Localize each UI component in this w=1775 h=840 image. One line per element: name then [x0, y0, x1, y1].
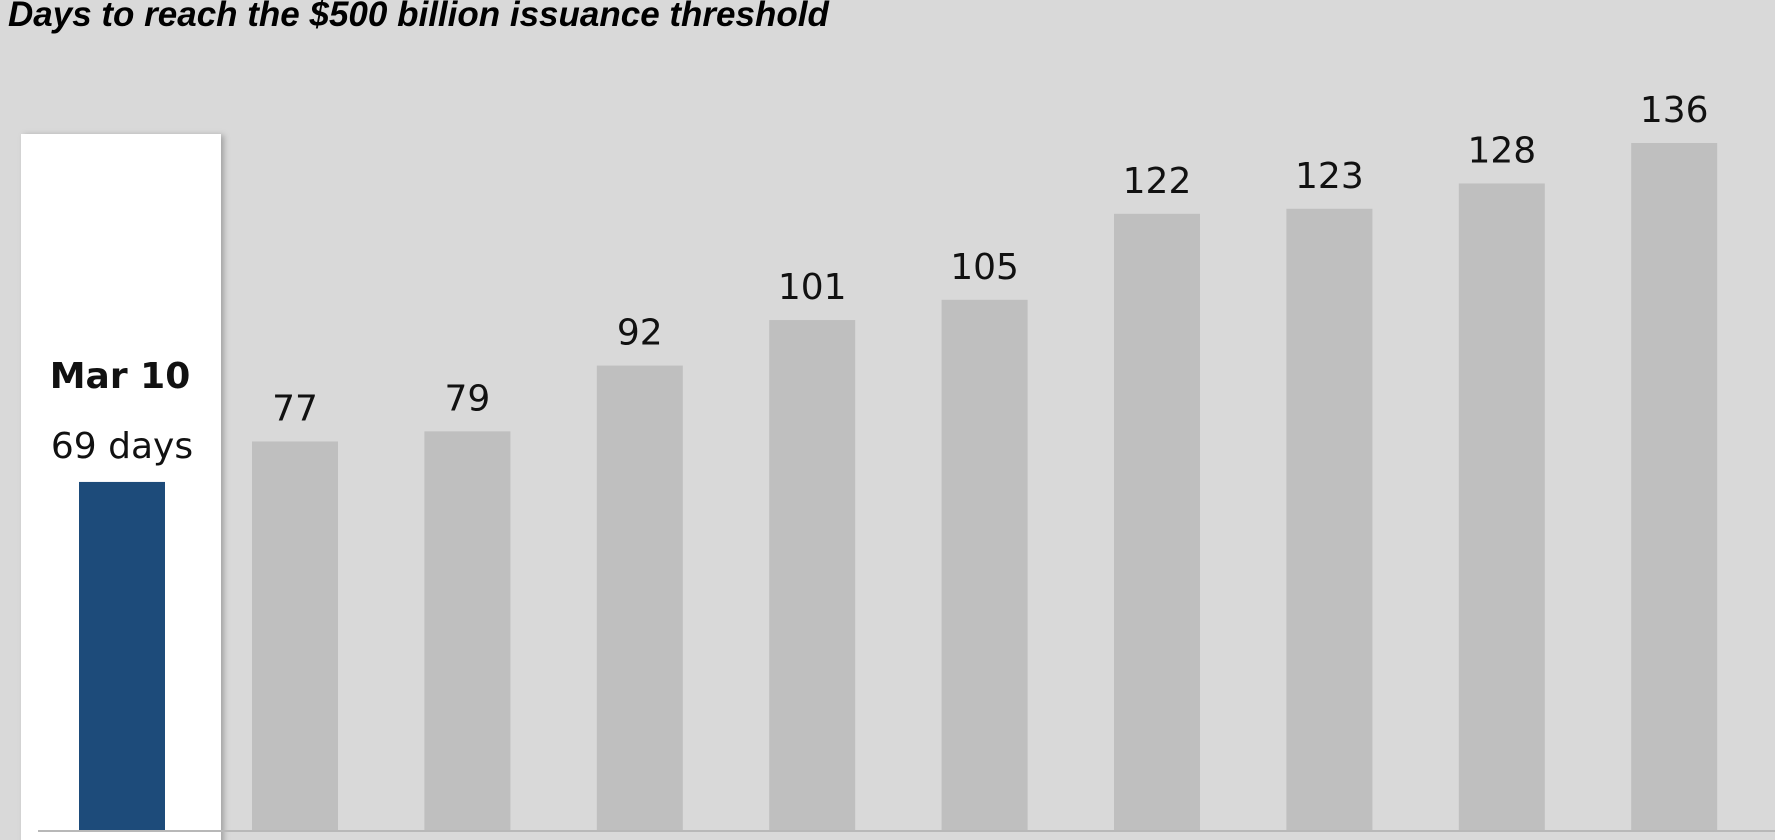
bar [1114, 213, 1200, 831]
bar-value-label: 77 [272, 388, 318, 429]
bar-value-label: 105 [950, 247, 1019, 288]
bar [1631, 143, 1718, 831]
bar [769, 320, 856, 831]
bar [252, 441, 338, 831]
highlight-bar [79, 481, 165, 831]
bar [424, 431, 511, 831]
bar [1286, 208, 1373, 831]
highlight-value-label: 69 days [51, 426, 193, 467]
bar-value-label: 122 [1123, 161, 1192, 202]
bar-value-label: 79 [444, 378, 490, 419]
chart-title: Days to reach the $500 billion issuance … [8, 0, 829, 34]
bar [941, 299, 1028, 832]
bar-value-label: 136 [1640, 90, 1709, 131]
bars-group [79, 143, 1718, 832]
labels-group: Mar 10 69 days 77 79 92 101 105 122 123 128 136 [50, 90, 1709, 467]
highlight-date-label: Mar 10 [50, 356, 191, 397]
bar [596, 365, 683, 831]
bar-value-label: 123 [1295, 156, 1364, 197]
bar [1458, 183, 1545, 831]
bar-value-label: 92 [617, 313, 663, 354]
bar-value-label: 101 [778, 267, 847, 308]
bar-value-label: 128 [1467, 130, 1536, 171]
